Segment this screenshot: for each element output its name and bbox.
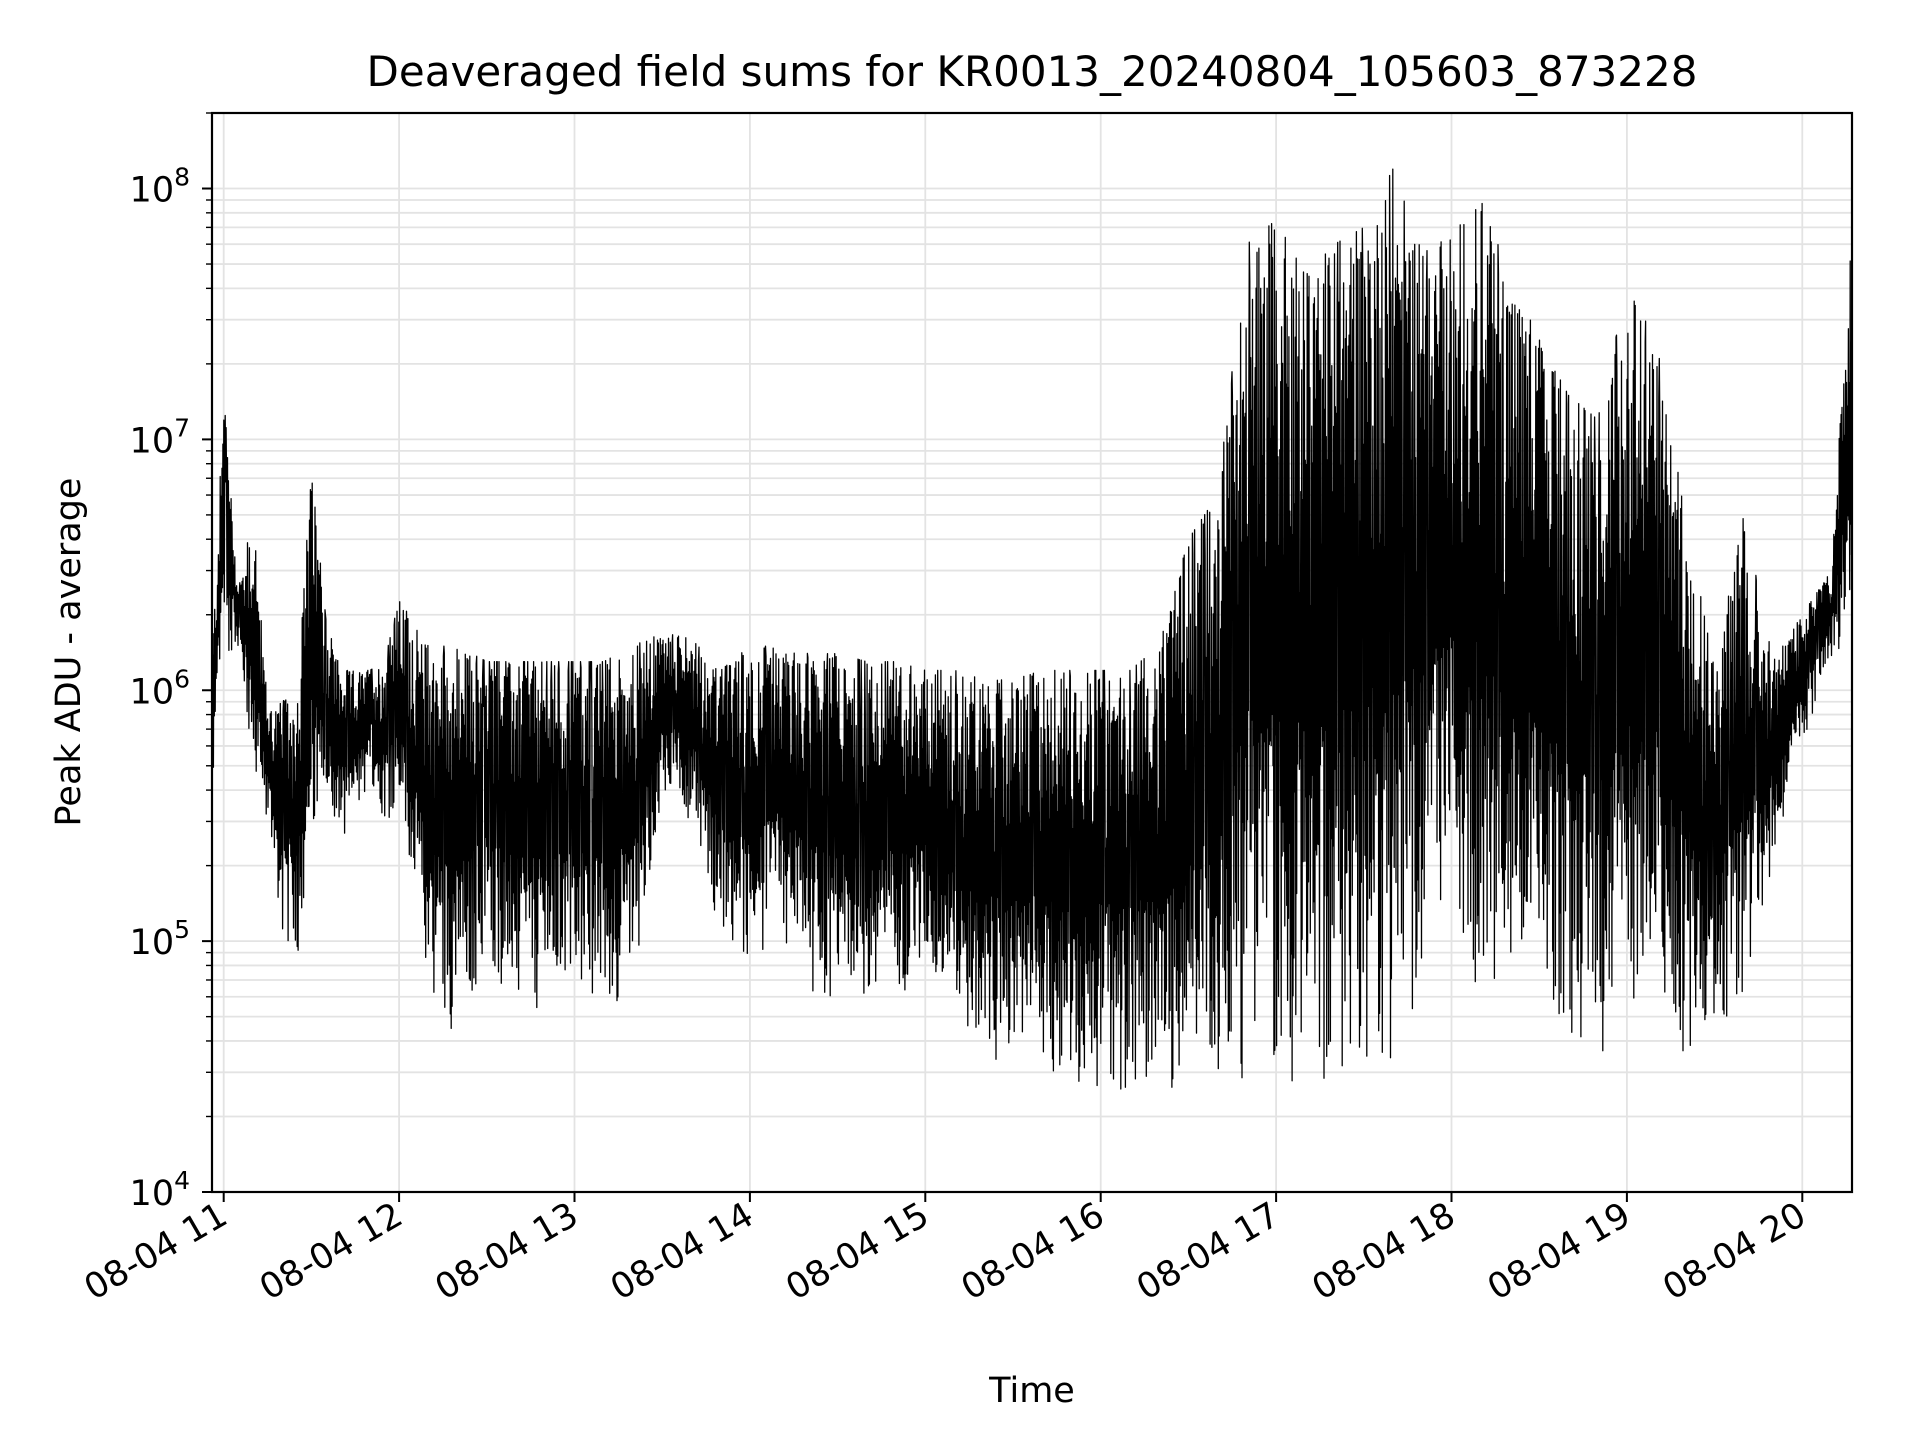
y-tick-label: 108: [130, 163, 190, 211]
x-tick-label: 08-04 13: [429, 1195, 585, 1308]
y-tick-label: 105: [130, 915, 190, 963]
x-tick-label: 08-04 12: [253, 1195, 409, 1308]
y-tick-label: 106: [130, 664, 190, 712]
x-axis: 08-04 11 08-04 12 08-04 13 08-04 14 08-04 15…: [78, 1192, 1813, 1308]
x-tick-label: 08-04 19: [1481, 1195, 1637, 1308]
plot-frame: [210, 111, 1854, 1194]
x-tick-label: 08-04 14: [604, 1195, 760, 1308]
x-tick-label: 08-04 15: [780, 1195, 936, 1308]
x-tick-label: 08-04 18: [1306, 1195, 1462, 1308]
x-tick-label: 08-04 16: [955, 1195, 1111, 1308]
y-axis: 104 105 106 107 108: [130, 112, 212, 1214]
y-axis-label: Peak ADU - average: [49, 478, 89, 827]
x-axis-label: Time: [988, 1371, 1075, 1411]
series-line: [211, 168, 1853, 1090]
chart-title: Deaveraged field sums for KR0013_2024080…: [367, 47, 1698, 96]
x-tick-label: 08-04 20: [1657, 1195, 1813, 1308]
x-tick-label: 08-04 17: [1130, 1195, 1286, 1308]
y-tick-label: 107: [130, 413, 190, 461]
y-tick-label: 104: [130, 1166, 190, 1214]
series-path: [211, 168, 1853, 1090]
